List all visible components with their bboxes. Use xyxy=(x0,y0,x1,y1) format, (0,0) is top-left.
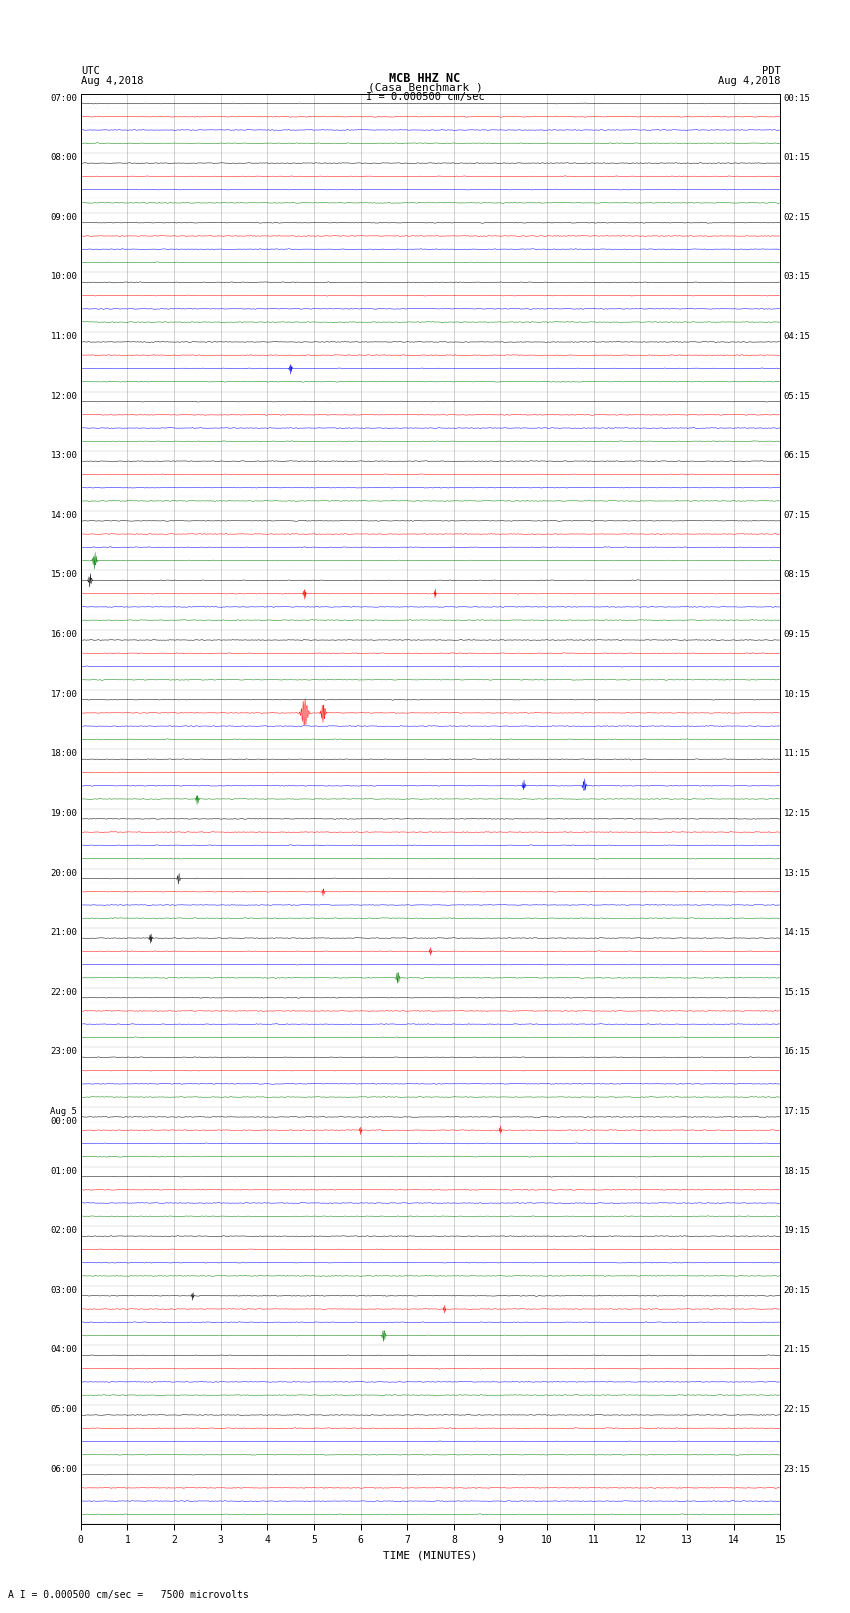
Text: 04:15: 04:15 xyxy=(784,332,811,340)
Text: 23:15: 23:15 xyxy=(784,1465,811,1474)
Text: 03:00: 03:00 xyxy=(50,1286,77,1295)
Text: 10:15: 10:15 xyxy=(784,690,811,698)
Text: 21:15: 21:15 xyxy=(784,1345,811,1355)
Text: 12:15: 12:15 xyxy=(784,810,811,818)
Text: 02:00: 02:00 xyxy=(50,1226,77,1236)
Text: 14:15: 14:15 xyxy=(784,927,811,937)
Text: Aug 5
00:00: Aug 5 00:00 xyxy=(50,1107,77,1126)
Text: 03:15: 03:15 xyxy=(784,273,811,281)
Text: MCB HHZ NC: MCB HHZ NC xyxy=(389,71,461,85)
Text: 02:15: 02:15 xyxy=(784,213,811,221)
Text: 05:15: 05:15 xyxy=(784,392,811,400)
Text: 05:00: 05:00 xyxy=(50,1405,77,1415)
Text: 14:00: 14:00 xyxy=(50,511,77,519)
Text: 07:00: 07:00 xyxy=(50,94,77,103)
Text: 20:15: 20:15 xyxy=(784,1286,811,1295)
Text: 10:00: 10:00 xyxy=(50,273,77,281)
Text: UTC: UTC xyxy=(81,66,99,76)
Text: 04:00: 04:00 xyxy=(50,1345,77,1355)
Text: 20:00: 20:00 xyxy=(50,868,77,877)
Text: 23:00: 23:00 xyxy=(50,1047,77,1057)
Text: 18:00: 18:00 xyxy=(50,750,77,758)
Text: 00:15: 00:15 xyxy=(784,94,811,103)
Text: 08:00: 08:00 xyxy=(50,153,77,163)
Text: 17:15: 17:15 xyxy=(784,1107,811,1116)
Text: 19:00: 19:00 xyxy=(50,810,77,818)
Text: 19:15: 19:15 xyxy=(784,1226,811,1236)
Text: 22:00: 22:00 xyxy=(50,987,77,997)
Text: 11:00: 11:00 xyxy=(50,332,77,340)
Text: 16:15: 16:15 xyxy=(784,1047,811,1057)
Text: 09:00: 09:00 xyxy=(50,213,77,221)
Text: 16:00: 16:00 xyxy=(50,631,77,639)
Text: Aug 4,2018: Aug 4,2018 xyxy=(717,76,780,85)
X-axis label: TIME (MINUTES): TIME (MINUTES) xyxy=(383,1550,478,1560)
Text: 13:00: 13:00 xyxy=(50,452,77,460)
Text: 01:15: 01:15 xyxy=(784,153,811,163)
Text: (Casa Benchmark ): (Casa Benchmark ) xyxy=(367,82,483,92)
Text: 17:00: 17:00 xyxy=(50,690,77,698)
Text: 22:15: 22:15 xyxy=(784,1405,811,1415)
Text: 15:15: 15:15 xyxy=(784,987,811,997)
Text: 15:00: 15:00 xyxy=(50,571,77,579)
Text: 06:00: 06:00 xyxy=(50,1465,77,1474)
Text: Aug 4,2018: Aug 4,2018 xyxy=(81,76,144,85)
Text: I = 0.000500 cm/sec: I = 0.000500 cm/sec xyxy=(366,92,484,102)
Text: 11:15: 11:15 xyxy=(784,750,811,758)
Text: 07:15: 07:15 xyxy=(784,511,811,519)
Text: 21:00: 21:00 xyxy=(50,927,77,937)
Text: 13:15: 13:15 xyxy=(784,868,811,877)
Text: 18:15: 18:15 xyxy=(784,1166,811,1176)
Text: 06:15: 06:15 xyxy=(784,452,811,460)
Text: 01:00: 01:00 xyxy=(50,1166,77,1176)
Text: 08:15: 08:15 xyxy=(784,571,811,579)
Text: A I = 0.000500 cm/sec =   7500 microvolts: A I = 0.000500 cm/sec = 7500 microvolts xyxy=(8,1590,249,1600)
Text: PDT: PDT xyxy=(762,66,780,76)
Text: 12:00: 12:00 xyxy=(50,392,77,400)
Text: 09:15: 09:15 xyxy=(784,631,811,639)
